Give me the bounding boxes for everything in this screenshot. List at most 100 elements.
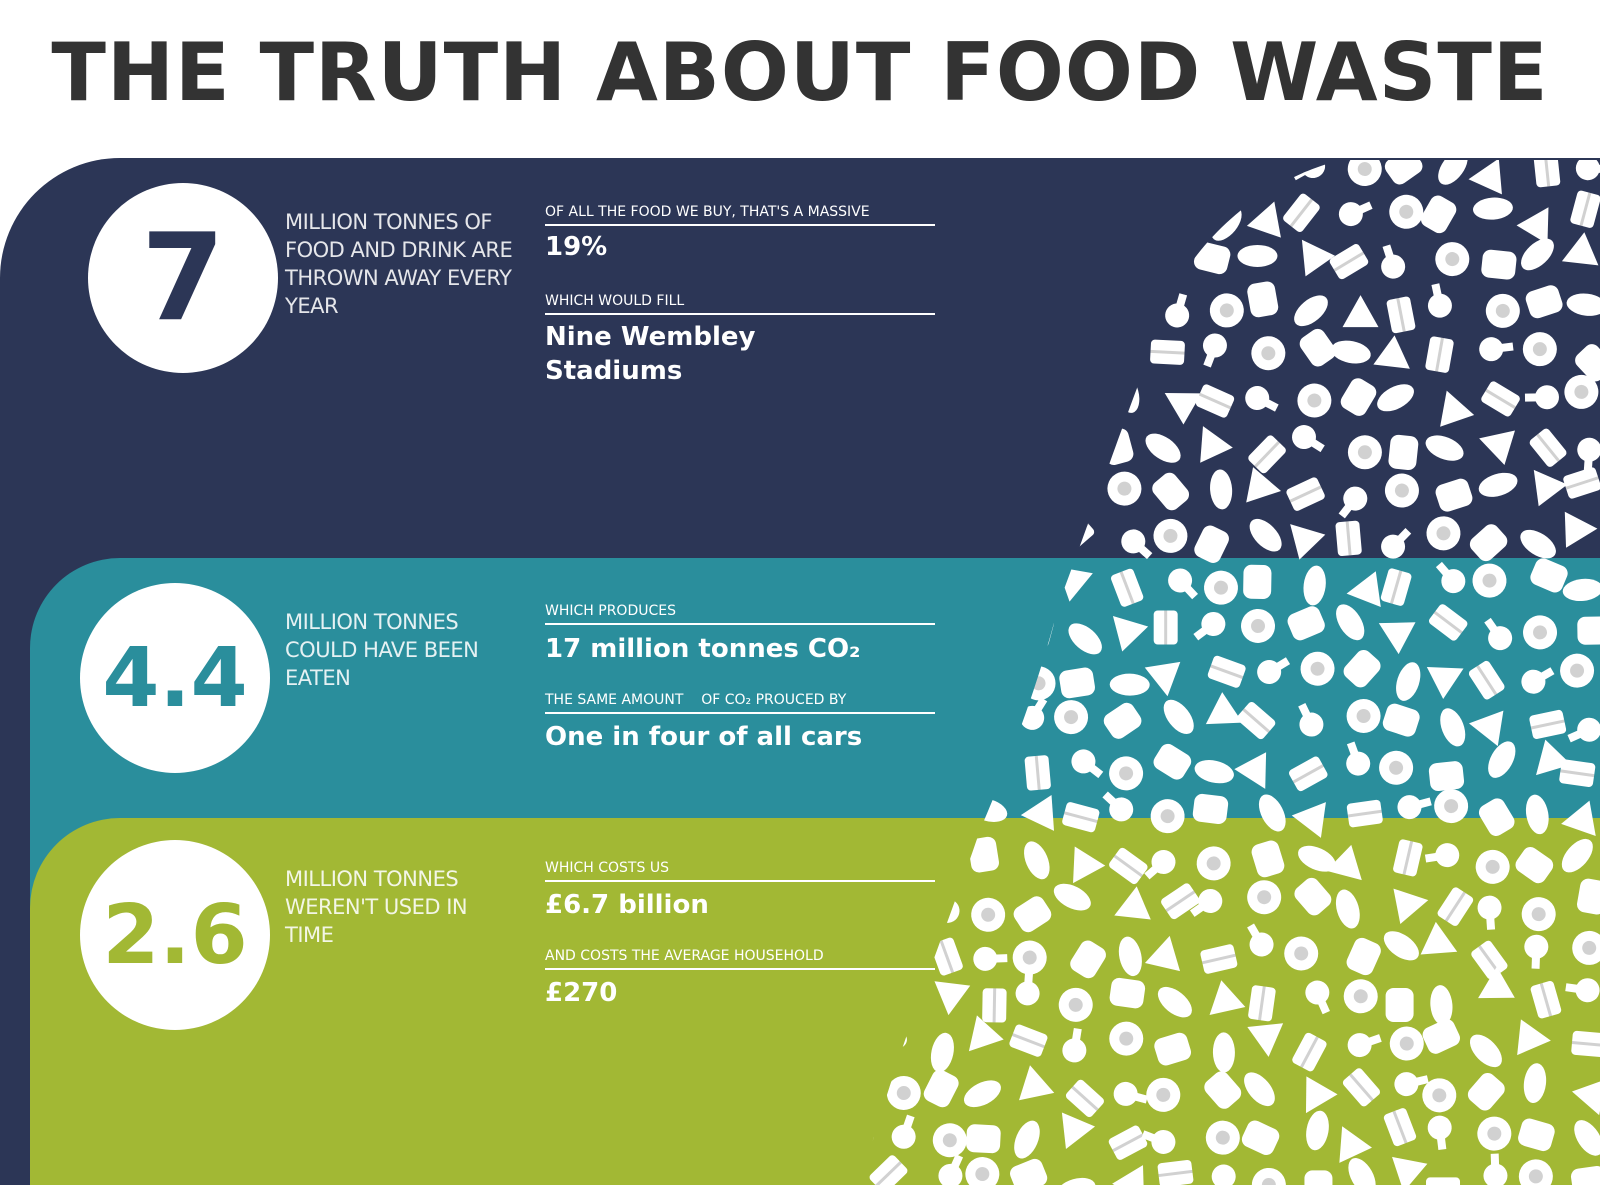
sausage-icon — [933, 558, 968, 593]
pizza-icon — [1148, 201, 1186, 239]
egg-icon — [1521, 667, 1555, 694]
chicken-leg-icon — [923, 479, 962, 506]
watermelon-icon — [1422, 1019, 1460, 1054]
egg-icon — [1378, 622, 1416, 655]
milk-bottle-icon — [1021, 330, 1060, 367]
bread-icon — [1522, 332, 1557, 367]
lemon-icon — [1518, 1159, 1553, 1185]
egg-icon — [1193, 242, 1231, 275]
pizza-icon — [1393, 888, 1429, 924]
watermelon-icon — [938, 1154, 964, 1185]
chicken-leg-icon — [1014, 1120, 1040, 1159]
banana-icon — [1150, 799, 1185, 834]
cupcake-icon — [1012, 940, 1047, 975]
milk-bottle-icon — [1516, 207, 1549, 244]
watermelon-icon — [1479, 430, 1515, 465]
drink-cup-icon — [1241, 1120, 1280, 1156]
drink-cup-icon — [1290, 524, 1326, 560]
bread-icon — [1237, 244, 1278, 267]
pineapple-icon — [1570, 1166, 1600, 1185]
cupcake-icon — [1059, 348, 1098, 375]
fries-icon — [878, 519, 913, 554]
burger-icon — [1481, 249, 1517, 280]
corn-icon — [978, 338, 1013, 373]
drink-cup-icon — [1023, 419, 1051, 453]
apple-icon — [1021, 612, 1054, 649]
bread-icon — [1471, 940, 1508, 980]
fries-icon — [1343, 979, 1378, 1014]
lemon-icon — [1521, 238, 1554, 271]
mushroom-icon — [1284, 936, 1319, 971]
cupcake-icon — [860, 574, 874, 600]
pizza-icon — [1301, 239, 1336, 277]
corn-icon — [1058, 987, 1093, 1022]
pineapple-icon — [1154, 1032, 1192, 1066]
burger-icon — [1381, 528, 1412, 559]
chicken-leg-icon — [1468, 660, 1505, 700]
apple-icon — [1245, 386, 1279, 412]
egg-icon — [1020, 794, 1055, 831]
sausage-icon — [1488, 741, 1516, 778]
bread-icon — [1251, 1167, 1286, 1185]
burger-icon — [1246, 467, 1282, 503]
pineapple-icon — [1469, 524, 1508, 562]
apple-icon — [1428, 761, 1465, 791]
carrot-icon — [1468, 710, 1504, 747]
stat-number: 2.6 — [102, 887, 248, 983]
chicken-leg-icon — [1425, 336, 1454, 373]
chicken-leg-icon — [1383, 931, 1419, 961]
mushroom-icon — [1241, 608, 1276, 643]
drink-cup-icon — [1381, 244, 1406, 279]
carrot-icon — [1247, 923, 1274, 957]
sausage-icon — [1068, 623, 1102, 655]
watermelon-icon — [860, 522, 867, 547]
mushroom-icon — [860, 468, 863, 503]
mushroom-icon — [1430, 985, 1453, 1026]
cupcake-icon — [1237, 701, 1276, 740]
mushroom-icon — [1209, 293, 1244, 328]
fish-icon — [860, 1082, 866, 1094]
milk-bottle-icon — [1109, 977, 1146, 1009]
stat-circle-7: 7 — [88, 183, 278, 373]
fact-label: WHICH WOULD FILL — [545, 293, 935, 315]
carrot-icon — [1517, 1019, 1551, 1056]
cupcake-icon — [1109, 673, 1150, 696]
cupcake-icon — [1347, 435, 1382, 470]
fish-icon — [985, 196, 1019, 233]
apple-icon — [1561, 800, 1596, 837]
pineapple-icon — [1068, 388, 1105, 420]
chicken-leg-icon — [1564, 374, 1599, 409]
cheese-icon — [1144, 166, 1184, 190]
fact-value: £6.7 billion — [545, 890, 709, 920]
lemon-icon — [1010, 390, 1045, 425]
cupcake-icon — [1422, 1078, 1457, 1113]
corn-icon — [1520, 529, 1556, 559]
milk-bottle-icon — [1564, 511, 1598, 548]
egg-icon — [1243, 564, 1272, 599]
sausage-icon — [1207, 655, 1246, 688]
banana-icon — [1058, 160, 1093, 191]
egg-icon — [923, 1069, 959, 1108]
banana-icon — [1572, 930, 1600, 965]
milk-bottle-icon — [1435, 478, 1473, 512]
cupcake-icon — [1292, 1032, 1327, 1072]
pizza-icon — [1102, 791, 1134, 822]
milk-bottle-icon — [1247, 1023, 1284, 1057]
stat-number: 7 — [141, 208, 225, 348]
drink-cup-icon — [1326, 844, 1362, 881]
fish-icon — [1524, 385, 1559, 410]
corn-icon — [1472, 197, 1513, 220]
egg-icon — [1056, 202, 1092, 227]
sausage-icon — [1248, 985, 1276, 1022]
pizza-icon — [1524, 934, 1549, 969]
mushroom-icon — [1111, 568, 1144, 607]
fact-label: OF ALL THE FOOD WE BUY, THAT'S A MASSIVE — [545, 204, 935, 226]
apple-icon — [1144, 661, 1181, 697]
pizza-icon — [1056, 476, 1086, 510]
banana-icon — [930, 1032, 954, 1073]
pineapple-icon — [1305, 1076, 1338, 1114]
fries-icon — [1440, 708, 1466, 747]
burger-icon — [1153, 743, 1192, 780]
burger-icon — [1190, 160, 1225, 187]
